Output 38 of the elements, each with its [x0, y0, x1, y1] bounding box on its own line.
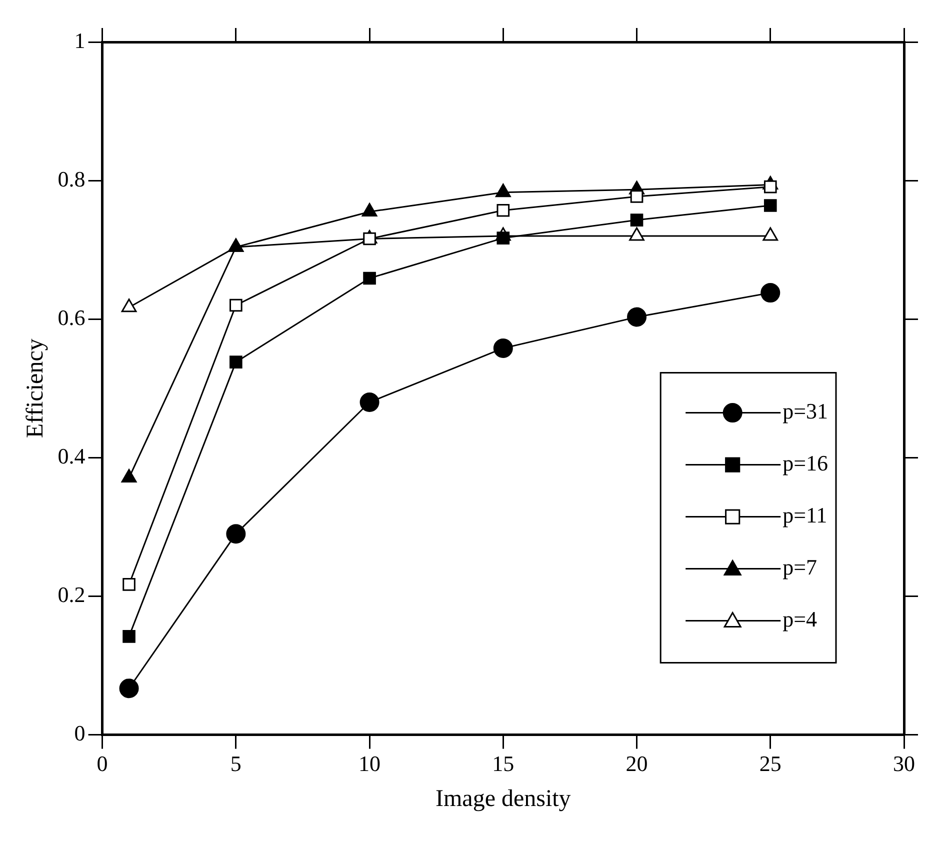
point: [363, 232, 376, 246]
point: [760, 283, 780, 303]
x-axis-title: Image density: [436, 786, 571, 812]
point: [764, 180, 777, 194]
legend-label: p=16: [782, 450, 828, 476]
x-tick-label: 30: [893, 750, 915, 776]
point: [122, 630, 136, 643]
point: [360, 392, 380, 412]
y-axis-title: Efficiency: [22, 338, 49, 438]
point: [496, 204, 510, 217]
point: [226, 524, 246, 544]
x-tick-label: 10: [358, 750, 381, 776]
point: [496, 232, 510, 244]
point: [363, 272, 376, 285]
point: [230, 298, 242, 312]
y-tick-label: 1: [74, 28, 86, 53]
x-tick-label: 5: [230, 750, 242, 776]
x-tick-label: 15: [492, 750, 514, 776]
point: [627, 307, 647, 327]
point: [493, 338, 513, 358]
x-tick-label: 25: [759, 750, 782, 776]
point: [630, 214, 644, 226]
point: [119, 678, 139, 698]
point: [230, 356, 242, 368]
x-tick-label: 0: [96, 750, 108, 776]
y-tick-label: 0: [74, 720, 86, 746]
x-tick-label: 20: [626, 750, 648, 776]
point: [122, 578, 136, 591]
y-tick-label: 0.8: [58, 166, 86, 192]
point: [630, 190, 644, 203]
point: [764, 199, 777, 212]
y-tick-label: 0.6: [58, 304, 86, 330]
legend-label: p=31: [782, 398, 828, 424]
legend-label: p=4: [782, 606, 818, 632]
legend-label: p=7: [782, 554, 818, 580]
y-tick-label: 0.2: [58, 582, 86, 608]
legend-label: p=11: [782, 502, 828, 528]
y-tick-label: 0.4: [58, 443, 86, 468]
